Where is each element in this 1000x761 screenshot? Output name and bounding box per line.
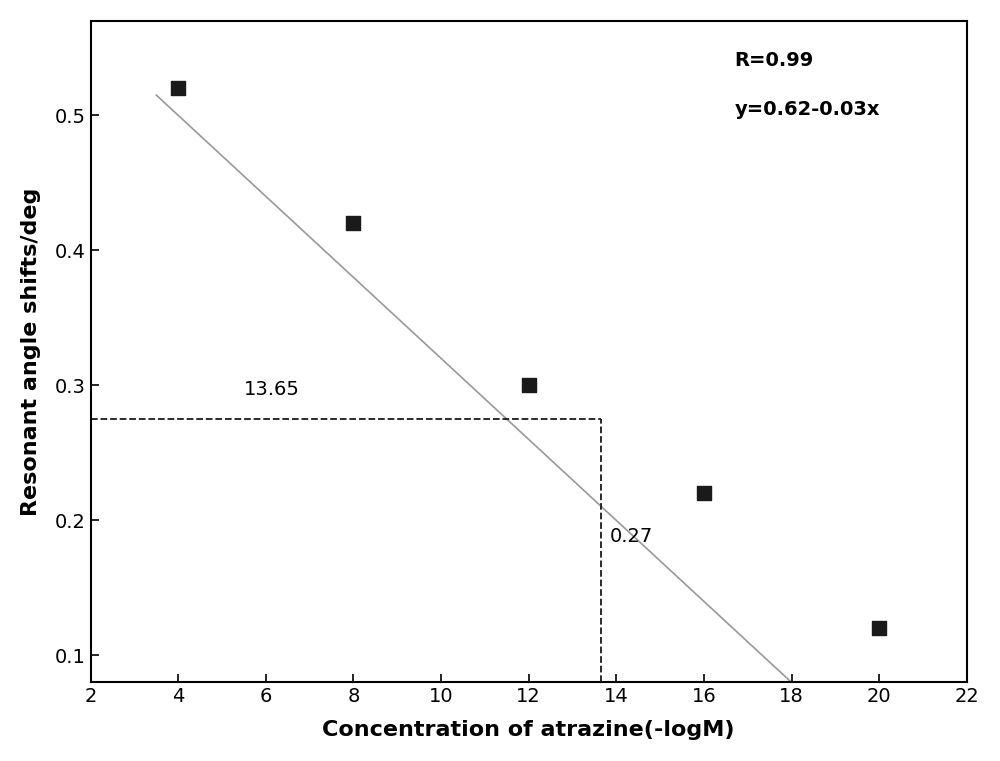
Point <box>871 622 887 635</box>
Text: R=0.99: R=0.99 <box>735 50 814 69</box>
Text: 13.65: 13.65 <box>244 380 300 399</box>
Point <box>170 82 186 94</box>
X-axis label: Concentration of atrazine(-logM): Concentration of atrazine(-logM) <box>322 720 735 740</box>
Point <box>345 218 361 230</box>
Point <box>696 487 712 499</box>
Y-axis label: Resonant angle shifts/deg: Resonant angle shifts/deg <box>21 187 41 516</box>
Text: 0.27: 0.27 <box>610 527 653 546</box>
Text: y=0.62-0.03x: y=0.62-0.03x <box>735 100 880 119</box>
Point <box>521 379 537 391</box>
